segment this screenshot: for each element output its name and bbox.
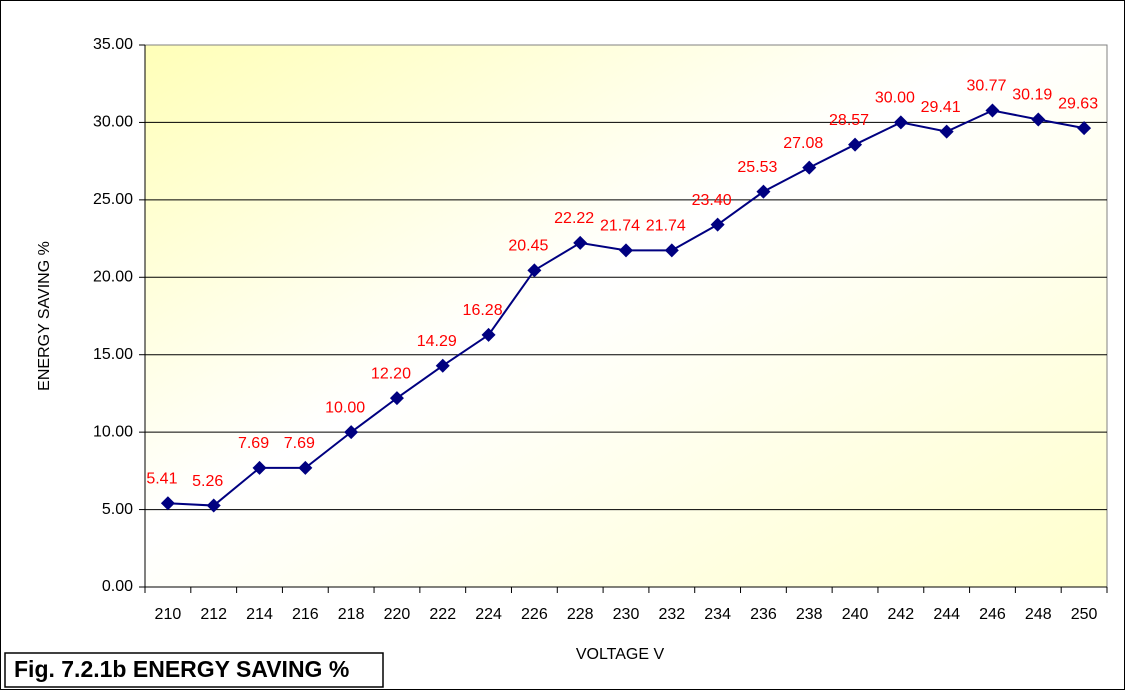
title-box [4, 652, 384, 688]
marker [160, 496, 175, 511]
x-tick-label: 234 [704, 606, 731, 623]
marker [252, 460, 267, 475]
x-tick-label: 246 [979, 606, 1006, 623]
marker [206, 498, 221, 513]
data-label: 21.74 [600, 218, 640, 235]
y-tick-label: 25.00 [93, 191, 133, 208]
marker [481, 327, 496, 342]
marker [298, 460, 313, 475]
x-tick-label: 226 [521, 606, 548, 623]
data-label: 30.19 [1012, 87, 1052, 104]
data-label: 30.77 [966, 78, 1006, 95]
marker [435, 358, 450, 373]
marker [710, 217, 725, 232]
data-label: 27.08 [783, 135, 823, 152]
data-label: 12.20 [371, 365, 411, 382]
x-tick-label: 228 [567, 606, 594, 623]
y-tick-label: 20.00 [93, 269, 133, 286]
x-tick-label: 244 [933, 606, 960, 623]
y-tick-label: 0.00 [102, 578, 133, 595]
data-label: 5.26 [192, 473, 223, 490]
x-tick-label: 242 [888, 606, 915, 623]
x-tick-label: 220 [384, 606, 411, 623]
y-tick-label: 15.00 [93, 346, 133, 363]
y-tick-label: 35.00 [93, 36, 133, 53]
x-tick-label: 236 [750, 606, 777, 623]
data-label: 10.00 [325, 399, 365, 416]
marker [344, 425, 359, 440]
x-tick-label: 248 [1025, 606, 1052, 623]
marker [893, 115, 908, 130]
x-tick-label: 216 [292, 606, 319, 623]
marker [619, 243, 633, 258]
x-tick-label: 224 [475, 606, 502, 623]
x-tick-label: 210 [155, 606, 182, 623]
data-label: 20.45 [508, 238, 548, 255]
data-label: 29.63 [1058, 95, 1098, 112]
data-label: 23.40 [692, 192, 732, 209]
plot-area [144, 44, 1108, 588]
marker [756, 184, 771, 199]
x-tick-label: 250 [1071, 606, 1098, 623]
marker [1077, 121, 1092, 136]
marker [802, 160, 817, 175]
data-label: 29.41 [921, 99, 961, 116]
data-label: 22.22 [554, 210, 594, 227]
y-tick-label: 10.00 [93, 423, 133, 440]
data-label: 16.28 [463, 302, 503, 319]
data-label: 14.29 [417, 333, 457, 350]
y-axis-label: ENERGY SAVING % [36, 241, 53, 391]
data-label: 25.53 [737, 159, 777, 176]
x-tick-label: 212 [200, 606, 227, 623]
x-tick-label: 232 [658, 606, 685, 623]
x-tick-label: 222 [429, 606, 456, 623]
data-label: 7.69 [284, 435, 315, 452]
y-tick-label: 30.00 [93, 114, 133, 131]
data-label: 21.74 [646, 218, 686, 235]
chart-title: Fig. 7.2.1b ENERGY SAVING % [14, 656, 349, 682]
x-tick-label: 230 [613, 606, 640, 623]
marker [573, 235, 588, 250]
data-label: 28.57 [829, 112, 869, 129]
x-axis-label: VOLTAGE V [576, 646, 665, 663]
x-tick-label: 240 [842, 606, 869, 623]
marker [389, 391, 404, 406]
marker [527, 263, 542, 278]
data-label: 5.41 [146, 470, 177, 487]
marker [939, 124, 954, 139]
x-tick-label: 214 [246, 606, 273, 623]
data-label: 30.00 [875, 90, 915, 107]
x-tick-label: 218 [338, 606, 365, 623]
marker [848, 137, 863, 152]
y-tick-label: 5.00 [102, 501, 133, 518]
marker [1031, 112, 1046, 127]
data-label: 7.69 [238, 435, 269, 452]
marker [985, 103, 1000, 118]
x-tick-label: 238 [796, 606, 823, 623]
marker [664, 243, 679, 258]
